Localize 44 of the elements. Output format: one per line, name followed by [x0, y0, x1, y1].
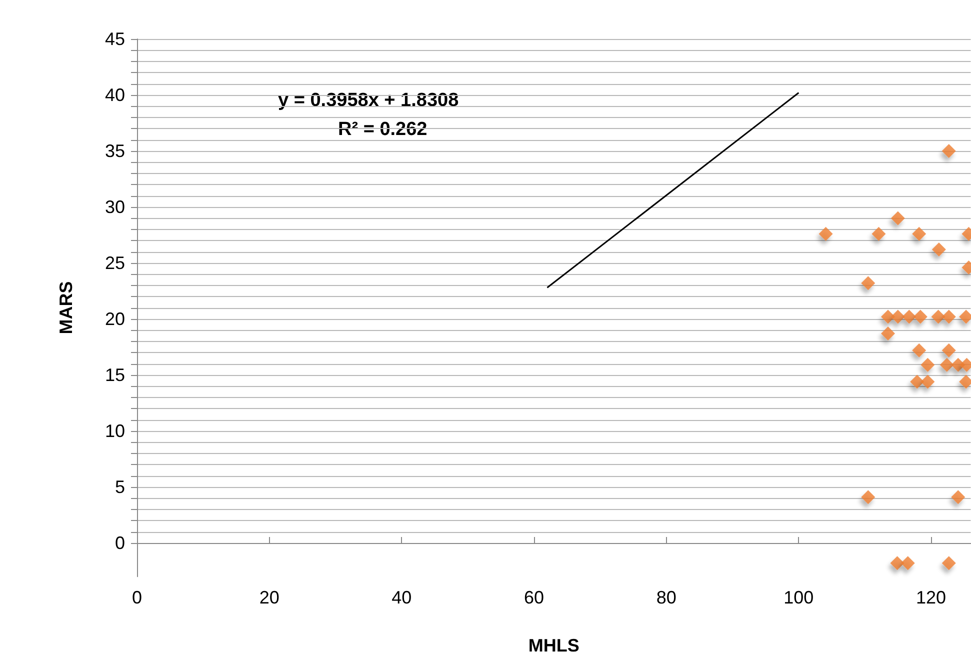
point — [932, 242, 946, 257]
point — [912, 226, 926, 241]
y-tick-label: 5 — [114, 477, 125, 497]
x-tick-label: 80 — [656, 588, 676, 608]
x-tick-label: 20 — [259, 588, 280, 608]
point — [818, 226, 833, 241]
y-tick-label: 25 — [104, 253, 125, 273]
y-tick-label: 45 — [104, 29, 125, 49]
point — [900, 556, 915, 570]
point — [942, 310, 956, 324]
point — [942, 343, 956, 358]
point — [951, 490, 966, 504]
point — [912, 343, 926, 358]
point — [872, 226, 886, 241]
y-tick-label: 15 — [104, 365, 125, 385]
point — [940, 358, 954, 372]
point — [880, 326, 895, 341]
y-tick-label: 0 — [114, 533, 125, 553]
point — [902, 310, 916, 324]
point — [861, 276, 876, 290]
point — [890, 556, 904, 570]
x-tick-label: 0 — [132, 588, 142, 608]
x-axis-title: MHLS — [528, 636, 580, 656]
y-tick-label: 35 — [104, 141, 125, 161]
point — [920, 358, 935, 372]
point — [890, 310, 905, 324]
point — [880, 310, 895, 324]
y-axis-title: MARS — [56, 281, 76, 334]
x-tick-label: 100 — [784, 588, 814, 608]
point — [861, 490, 876, 504]
y-tick-label: 30 — [104, 197, 125, 217]
y-tick-label: 20 — [104, 309, 125, 329]
point — [942, 144, 956, 158]
point — [931, 310, 946, 324]
point — [913, 310, 928, 324]
point — [910, 374, 924, 389]
y-tick-label: 40 — [104, 85, 125, 105]
x-tick-label: 120 — [916, 588, 946, 608]
point — [890, 211, 905, 226]
point — [942, 556, 956, 570]
y-tick-label: 10 — [104, 421, 125, 441]
point — [920, 374, 935, 389]
x-tick-label: 40 — [392, 588, 412, 608]
x-tick-label: 60 — [524, 588, 544, 608]
